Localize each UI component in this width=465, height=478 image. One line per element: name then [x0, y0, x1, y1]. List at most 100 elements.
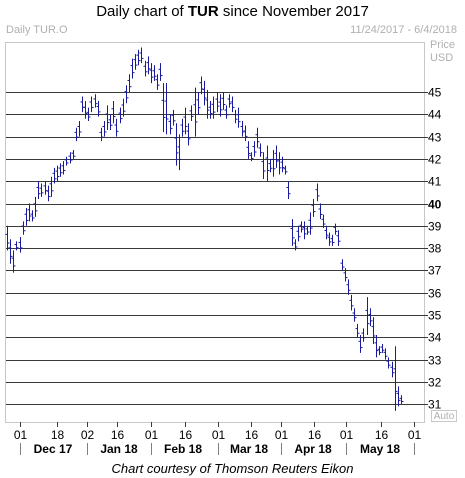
ohlc-bar: [108, 114, 113, 130]
ohlc-bar: [33, 196, 38, 217]
ohlc-bar: [396, 386, 401, 407]
y-tick-label: 31: [428, 398, 442, 412]
ohlc-bar: [96, 100, 101, 117]
ohlc-bar: [361, 328, 366, 342]
y-tick-label: 35: [428, 309, 442, 323]
ohlc-bar: [43, 181, 48, 195]
y-tick-label: 39: [428, 220, 442, 234]
ohlc-bar: [261, 152, 266, 179]
ohlc-bar: [168, 114, 173, 135]
y-tick-label: 41: [428, 175, 442, 189]
auto-scale-button[interactable]: Auto: [431, 410, 457, 422]
ohlc-bar: [371, 317, 376, 344]
ohlc-bar: [283, 165, 288, 175]
ohlc-bar: [202, 80, 207, 106]
x-tick-label: 01: [340, 428, 354, 442]
symbol-label: Daily TUR.O: [6, 24, 68, 36]
ohlc-bar: [227, 94, 232, 108]
ohlc-bar: [233, 109, 238, 124]
y-tick-label: 45: [428, 86, 442, 100]
ohlc-bar: [211, 96, 216, 119]
ohlc-bar: [143, 60, 148, 77]
ohlc-bar: [155, 74, 160, 90]
ohlc-bar: [215, 92, 220, 113]
ohlc-bar: [99, 127, 104, 142]
y-tick-label: 36: [428, 287, 442, 301]
ohlc-bar: [330, 234, 335, 246]
x-month-label: Dec 17: [34, 442, 73, 456]
ohlc-bar: [252, 141, 257, 157]
ohlc-bar: [280, 156, 285, 173]
ohlc-bar: [390, 361, 395, 378]
ohlc-bar: [139, 47, 144, 64]
ohlc-bar: [14, 241, 19, 251]
ohlc-bar: [208, 100, 213, 119]
ohlc-bar: [164, 83, 169, 135]
ohlc-bar: [236, 107, 241, 128]
x-tick-label: 02: [81, 428, 95, 442]
ohlc-bar: [286, 181, 291, 200]
x-tick-label: 01: [212, 428, 226, 442]
ohlc-bar: [243, 125, 248, 142]
currency-label-text: USD: [429, 52, 454, 64]
y-axis-ticks: 31 32 33 34 35 36 37 38 39 40 41 42 43 44 45: [424, 86, 442, 412]
x-month-label: May 18: [360, 442, 400, 456]
ohlc-bar: [124, 85, 129, 104]
ohlc-bar: [293, 239, 298, 251]
ohlc-bar: [246, 141, 251, 159]
ohlc-bar: [118, 107, 123, 124]
ohlc-bars: [5, 47, 404, 411]
ohlc-bar: [321, 214, 326, 229]
ohlc-bar: [39, 183, 44, 197]
ohlc-bar: [127, 74, 132, 93]
ohlc-bar: [8, 239, 13, 264]
x-tick-label: 16: [308, 428, 322, 442]
ohlc-bar: [196, 92, 201, 115]
ohlc-bar: [333, 223, 338, 235]
ohlc-bar: [146, 56, 151, 75]
ohlc-bar: [77, 121, 82, 137]
x-tick-label: 18: [51, 428, 65, 442]
ohlc-bar: [102, 121, 107, 137]
x-axis-months: Dec 17 Jan 18 Feb 18 Mar 18 Apr 18 May 18: [20, 442, 415, 456]
ohlc-bar: [399, 395, 404, 405]
ohlc-bar: [308, 212, 313, 235]
ohlc-bar: [49, 176, 54, 197]
ohlc-bar: [374, 335, 379, 358]
ohlc-bar: [327, 232, 332, 246]
y-tick-label: 37: [428, 264, 442, 278]
ohlc-bar: [105, 105, 110, 130]
ohlc-bar: [268, 158, 273, 173]
ohlc-bar: [111, 100, 116, 124]
y-tick-label: 44: [428, 108, 442, 122]
x-tick-label: 16: [245, 428, 259, 442]
ohlc-bar: [36, 181, 41, 200]
x-tick-label: 16: [375, 428, 389, 442]
ohlc-bar: [296, 225, 301, 242]
ohlc-bar: [311, 199, 316, 217]
x-month-label: Mar 18: [230, 442, 268, 456]
ohlc-bar: [80, 96, 85, 113]
gridlines: [6, 92, 424, 405]
ohlc-bar: [55, 165, 60, 182]
ohlc-bar: [377, 346, 382, 356]
ohlc-bar: [89, 96, 94, 113]
ohlc-bar: [249, 152, 254, 162]
ohlc-bar: [161, 83, 166, 133]
ohlc-bar: [18, 236, 23, 253]
ohlc-bar: [324, 225, 329, 240]
ohlc-bar: [368, 308, 373, 327]
ohlc-bar: [352, 308, 357, 322]
ohlc-bar: [193, 87, 198, 137]
ohlc-bar: [349, 294, 354, 311]
ohlc-bar: [180, 118, 185, 137]
ohlc-bar: [393, 346, 398, 411]
ohlc-bar: [274, 145, 279, 168]
ohlc-bar: [299, 221, 304, 233]
ohlc-bar: [230, 96, 235, 113]
ohlc-bar: [11, 250, 16, 273]
y-tick-label: 40: [428, 198, 442, 212]
ohlc-bar: [30, 210, 35, 222]
ohlc-bar: [336, 230, 341, 246]
y-tick-label: 33: [428, 354, 442, 368]
